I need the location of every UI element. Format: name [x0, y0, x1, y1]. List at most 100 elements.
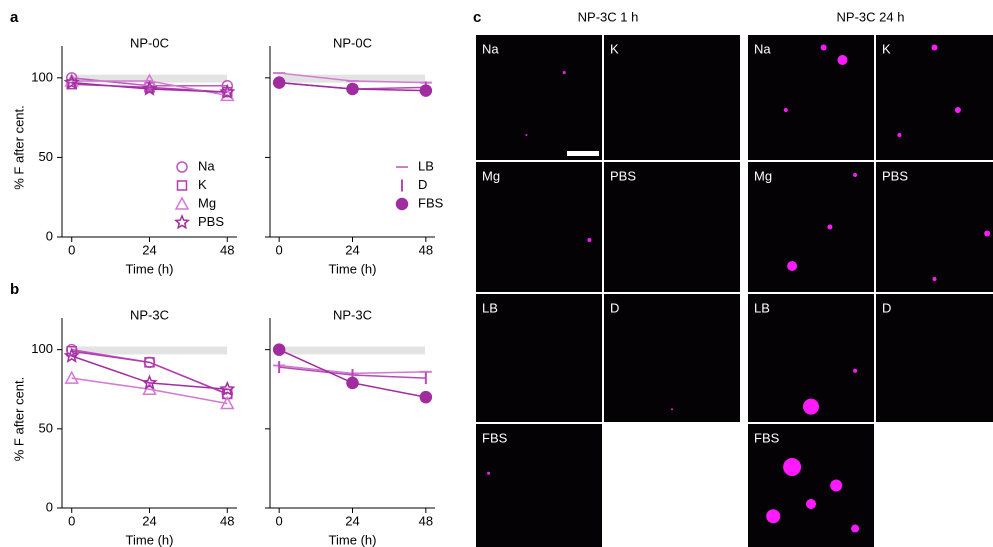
cell-label: D — [882, 300, 891, 315]
marker — [142, 73, 157, 87]
marker — [346, 376, 359, 390]
cell-label: Mg — [482, 168, 500, 183]
y-tick-label: 50 — [39, 420, 53, 435]
particle — [837, 55, 848, 65]
cell-label: FBS — [482, 430, 508, 445]
reference-band — [278, 74, 425, 83]
legend-label: Mg — [198, 195, 216, 210]
marker — [63, 74, 80, 90]
cell-label: PBS — [610, 168, 636, 183]
group-title: NP-3C 1 h — [578, 9, 639, 24]
legend-marker — [173, 214, 191, 230]
x-axis-label: Time (h) — [329, 532, 377, 547]
legend-marker — [176, 180, 188, 191]
micrograph — [476, 162, 602, 292]
panel-label: b — [10, 281, 19, 298]
legend-marker — [176, 161, 188, 173]
marker — [220, 395, 235, 410]
x-tick-label: 24 — [345, 513, 359, 528]
chart-title: NP-3C — [333, 307, 372, 322]
legend-label: LB — [418, 158, 434, 173]
marker — [272, 343, 286, 356]
cell-label: LB — [482, 300, 498, 315]
marker — [142, 381, 157, 395]
cell-label: D — [610, 300, 619, 315]
x-axis-label: Time (h) — [126, 261, 174, 276]
marker — [219, 380, 236, 397]
x-axis-label: Time (h) — [126, 532, 174, 547]
group-title: NP-3C 24 h — [837, 9, 905, 24]
cell-label: FBS — [754, 430, 780, 445]
micrograph — [476, 294, 602, 422]
reference-band — [278, 346, 425, 355]
x-tick-label: 0 — [276, 242, 283, 257]
micrograph — [476, 424, 602, 547]
legend-label: PBS — [198, 214, 224, 229]
series-line — [71, 81, 228, 93]
marker — [141, 374, 158, 390]
micrograph — [748, 35, 874, 160]
y-tick-label: 100 — [31, 69, 53, 84]
particle — [525, 134, 528, 136]
particle — [830, 479, 843, 492]
chart-title: NP-0C — [130, 35, 169, 50]
marker — [419, 390, 433, 404]
micrograph — [876, 162, 993, 292]
x-tick-label: 48 — [419, 242, 433, 257]
particle — [954, 107, 961, 113]
particle — [851, 524, 860, 533]
x-tick-label: 48 — [419, 513, 433, 528]
particle — [783, 108, 788, 112]
series-line — [71, 355, 228, 390]
x-tick-label: 0 — [68, 242, 75, 257]
cell-label: Na — [482, 41, 499, 56]
cell-label: Mg — [754, 168, 772, 183]
reference-band — [70, 346, 227, 355]
reference-band — [70, 74, 227, 83]
micrograph — [604, 162, 740, 292]
marker — [63, 347, 80, 363]
particle — [787, 261, 798, 271]
legend-label: D — [418, 177, 427, 192]
x-tick-label: 24 — [142, 242, 156, 257]
x-tick-label: 48 — [220, 513, 234, 528]
y-axis-label: % F after cent. — [11, 105, 26, 190]
marker — [144, 357, 155, 368]
marker — [66, 346, 77, 357]
particle — [766, 509, 781, 524]
particle — [931, 44, 938, 51]
y-axis-label: % F after cent. — [11, 377, 26, 462]
cell-label: K — [610, 41, 619, 56]
cell-label: K — [882, 41, 891, 56]
particle — [562, 71, 566, 74]
panel-label: a — [10, 9, 19, 26]
x-axis-label: Time (h) — [329, 261, 377, 276]
particle — [984, 230, 991, 237]
cell-label: PBS — [882, 168, 908, 183]
chart-title: NP-0C — [333, 35, 372, 50]
particle — [853, 368, 858, 373]
cell-label: Na — [754, 41, 771, 56]
marker — [419, 84, 433, 97]
particle — [803, 398, 819, 415]
micrograph — [476, 35, 602, 160]
particle — [853, 173, 858, 177]
cell-label: LB — [754, 300, 770, 315]
y-tick-label: 50 — [39, 149, 53, 164]
marker — [64, 370, 79, 384]
x-tick-label: 24 — [142, 513, 156, 528]
particle — [587, 238, 592, 242]
x-tick-label: 48 — [220, 242, 234, 257]
particle — [827, 224, 833, 230]
particle — [897, 133, 902, 137]
particle — [487, 471, 491, 475]
panel-label: c — [473, 9, 481, 26]
legend-label: FBS — [418, 195, 444, 210]
micrograph — [604, 294, 740, 422]
particle — [783, 458, 802, 477]
particle — [671, 408, 673, 411]
micrograph — [604, 35, 740, 160]
legend-label: K — [198, 177, 207, 192]
legend-label: Na — [198, 158, 215, 173]
micrograph — [876, 294, 993, 422]
